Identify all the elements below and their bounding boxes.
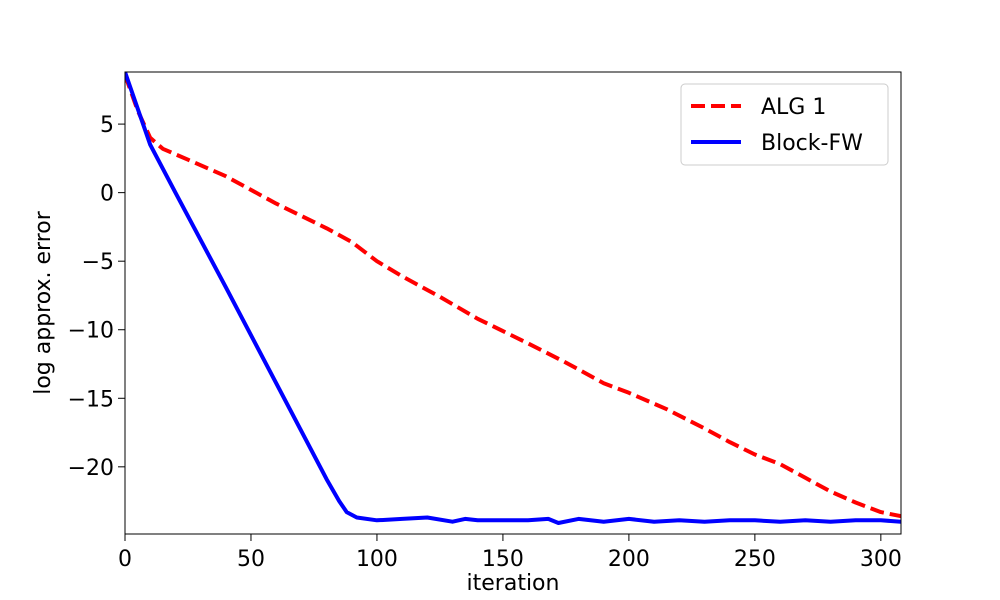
legend-label-block-fw: Block-FW: [761, 131, 863, 156]
x-tick-label: 200: [608, 547, 650, 572]
legend-label-alg1: ALG 1: [761, 95, 826, 120]
x-tick-label: 300: [860, 547, 902, 572]
y-tick-label: 5: [100, 113, 114, 138]
plot-frame: [124, 71, 902, 535]
x-tick-label: 50: [237, 547, 265, 572]
series-layer: [125, 72, 901, 525]
x-tick-label: 100: [356, 547, 398, 572]
x-axis-title: iteration: [467, 571, 560, 596]
series-line-alg-1: [125, 74, 901, 519]
y-axis-title: log approx. error: [31, 210, 56, 395]
y-tick-label: −5: [82, 250, 114, 275]
x-tick-label: 250: [734, 547, 776, 572]
y-tick-label: −15: [68, 387, 114, 412]
legend: ALG 1 Block-FW: [680, 83, 889, 166]
x-tick-label: 150: [482, 547, 524, 572]
y-tick-label: −10: [68, 319, 114, 344]
x-tick-label: 0: [118, 547, 132, 572]
y-tick-label: 0: [100, 182, 114, 207]
y-tick-label: −20: [68, 456, 114, 481]
series-line-block-fw: [125, 72, 901, 525]
